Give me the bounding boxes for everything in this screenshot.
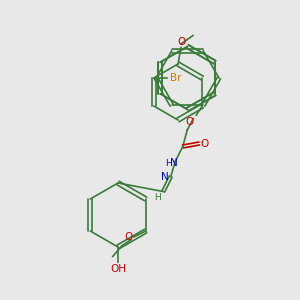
Text: Br: Br	[170, 73, 182, 83]
Text: N: N	[170, 158, 178, 168]
Text: H: H	[166, 158, 172, 167]
Text: O: O	[124, 232, 132, 242]
Text: O: O	[201, 139, 209, 148]
Text: H: H	[154, 193, 161, 202]
Text: N: N	[161, 172, 169, 182]
Text: O: O	[177, 37, 185, 46]
Text: O: O	[186, 116, 194, 127]
Text: OH: OH	[110, 263, 126, 274]
